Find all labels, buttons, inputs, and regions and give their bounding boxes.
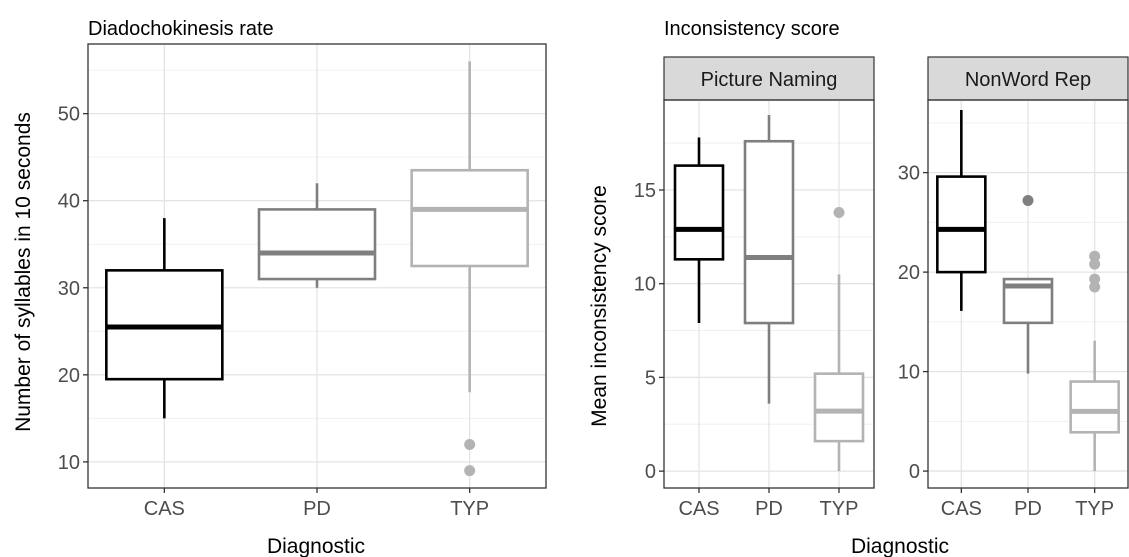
outlier-point: [1089, 281, 1101, 293]
left-panel-title: Diadochokinesis rate: [88, 18, 274, 40]
box-iqr: [743, 139, 795, 325]
outlier-point: [1022, 194, 1034, 206]
y-tick-label: 10: [898, 362, 920, 384]
right-panel-title: Inconsistency score: [664, 18, 840, 40]
panel-picture-naming: Picture Naming 0 5 10 15 CAS PD TYP: [634, 56, 875, 520]
left-y-axis-label: Number of syllables in 10 seconds: [12, 112, 35, 432]
y-tick-label: 50: [58, 104, 80, 126]
facet-strip-label: NonWord Rep: [965, 69, 1091, 91]
y-tick-label: 10: [634, 274, 656, 296]
left-x-axis-label: Diagnostic: [267, 535, 365, 557]
x-tick-label: PD: [303, 498, 331, 520]
y-tick-label: 0: [645, 461, 656, 483]
right-x-axis-label: Diagnostic: [851, 535, 949, 557]
outlier-point: [464, 438, 476, 450]
box-iqr: [257, 208, 377, 281]
panel-diadochokinesis: 10 20 30 40 50 CAS PD TYP: [58, 43, 547, 520]
boxplot-pd: [743, 114, 795, 404]
x-tick-label: CAS: [678, 498, 719, 520]
box-iqr: [936, 175, 987, 274]
x-tick-label: TYP: [1075, 498, 1114, 520]
y-tick-label: 10: [58, 452, 80, 474]
outlier-point: [1089, 250, 1101, 262]
y-tick-label: 40: [58, 191, 80, 213]
y-tick-label: 0: [909, 461, 920, 483]
x-tick-label: PD: [1014, 498, 1042, 520]
y-tick-label: 20: [898, 262, 920, 284]
box-iqr: [813, 372, 865, 443]
boxplot-typ: [813, 206, 865, 472]
box-iqr: [410, 168, 529, 268]
box-iqr: [673, 164, 725, 261]
y-tick-label: 30: [898, 163, 920, 185]
boxplot-cas: [936, 109, 987, 311]
plot-panels: 10 20 30 40 50 CAS PD TYP Picture Naming 0 5 10 15 CA…: [58, 43, 1129, 520]
x-tick-label: TYP: [450, 498, 489, 520]
boxplot-typ: [1069, 250, 1120, 472]
boxplot-cas: [673, 137, 725, 324]
outlier-point: [1089, 273, 1101, 285]
y-tick-label: 5: [645, 367, 656, 389]
right-y-axis-label: Mean inconsistency score: [588, 185, 611, 427]
y-tick-label: 20: [58, 365, 80, 387]
outlier-point: [833, 206, 845, 218]
facet-strip-label: Picture Naming: [701, 69, 838, 91]
boxplot-typ: [410, 61, 529, 477]
boxplot-pd: [257, 183, 377, 288]
y-tick-label: 15: [634, 180, 656, 202]
x-tick-label: CAS: [941, 498, 982, 520]
facet-strip: [663, 56, 875, 101]
box-iqr: [1069, 380, 1120, 434]
outlier-point: [464, 465, 476, 477]
panel-nonword-rep: NonWord Rep 0 10 20 30 CAS PD TYP: [898, 56, 1129, 520]
x-tick-label: CAS: [144, 498, 185, 520]
boxplot-cas: [105, 218, 224, 419]
x-tick-label: PD: [755, 498, 783, 520]
x-tick-label: TYP: [820, 498, 859, 520]
y-tick-label: 30: [58, 278, 80, 300]
outlier-point: [1089, 258, 1101, 270]
boxplot-pd: [1002, 194, 1054, 374]
